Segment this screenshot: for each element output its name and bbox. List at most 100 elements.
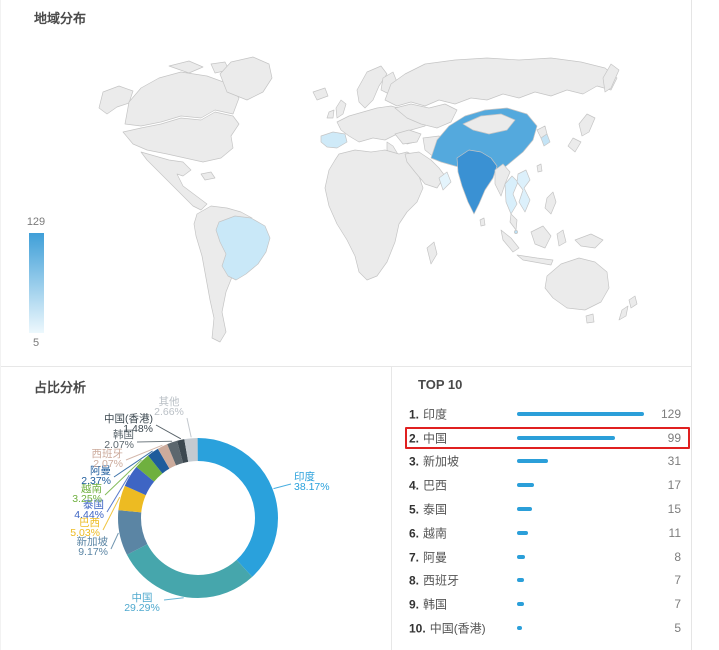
map-region-taiwan[interactable] [536,163,543,173]
top10-row-新加坡[interactable]: 3. 新加坡 31 [391,450,691,474]
map-country-australia[interactable] [544,257,610,311]
top10-row-label: 1. 印度 [409,407,448,422]
map-country-singapore[interactable] [514,230,518,234]
pie-slice-印度[interactable] [118,438,278,598]
map-region-sulawesi[interactable] [556,229,567,247]
map-country-philippines[interactable] [544,191,557,215]
top10-row-巴西[interactable]: 4. 巴西 17 [391,473,691,497]
map-country-mexico[interactable] [140,151,208,211]
legend-gradient-bar [28,233,44,333]
top10-value: 11 [668,525,681,540]
map-country-spain[interactable] [320,131,348,149]
pie-label-line [163,597,184,601]
map-country-south-korea[interactable] [540,133,551,147]
map-country-russia[interactable] [384,57,618,107]
pie-label-泰国: 泰国 4.44% [74,499,104,521]
map-country-canada[interactable] [124,71,240,127]
map-country-japan[interactable] [567,137,582,153]
pie-label-印度: 印度 38.17% [294,471,330,493]
map-region-scandinavia[interactable] [356,65,388,109]
top10-row-label: 2. 中国 [409,431,448,446]
top10-row-中国(香港)[interactable]: 10. 中国(香港) 5 [391,616,691,640]
map-region-sumatra[interactable] [500,229,520,253]
top10-value: 8 [674,549,681,564]
pie-label-中国: 中国 29.29% [124,592,160,614]
map-country-turkey[interactable] [394,129,422,145]
top10-row-label: 5. 泰国 [409,502,448,517]
pie-slice-新加坡[interactable] [118,438,278,598]
top10-row-韩国[interactable]: 9. 韩国 7 [391,592,691,616]
legend-min-value: 5 [32,337,40,349]
top10-value: 15 [667,502,681,517]
map-country-sri-lanka[interactable] [479,217,486,227]
top10-row-阿曼[interactable]: 7. 阿曼 8 [391,545,691,569]
top10-bar [517,411,644,416]
top10-bar [517,459,548,464]
top10-bar [517,435,615,440]
dashboard-card: 地域分布 [0,0,692,650]
map-country-brazil[interactable] [215,215,271,281]
top10-bar [517,626,522,631]
top10-row-label: 8. 西班牙 [409,573,460,588]
map-country-thailand[interactable] [504,175,519,215]
map-country-usa[interactable] [122,111,240,163]
map-country-new-zealand[interactable] [618,305,629,321]
map-country-greenland[interactable] [219,56,273,101]
map-country-uk[interactable] [335,99,347,119]
top10-value: 5 [674,621,681,636]
top10-row-印度[interactable]: 1. 印度 129 [391,402,691,426]
map-region-kamchatka[interactable] [602,63,620,93]
top10-row-西班牙[interactable]: 8. 西班牙 7 [391,569,691,593]
top10-bar [517,530,528,535]
top10-row-label: 10. 中国(香港) [409,621,486,636]
top10-value: 7 [674,573,681,588]
top10-row-中国[interactable]: 2. 中国 99 [391,426,691,450]
top10-bar [517,483,534,488]
map-country-oman[interactable] [438,171,452,191]
horizontal-divider [1,366,691,367]
top10-bar [517,507,532,512]
top10-bar [517,578,524,583]
pie-section: 占比分析 印度 38.17% 中国 29.29% 新加坡 9.17% 巴西 5.03% 泰国 4.… [1,366,391,650]
map-region-central-asia[interactable] [394,103,458,129]
map-region-borneo[interactable] [530,225,552,249]
map-arctic-island[interactable] [168,60,204,74]
map-country-new-zealand[interactable] [628,295,638,309]
pie-label-line [186,417,192,438]
map-region-tasmania[interactable] [585,313,595,324]
top10-value: 99 [667,430,681,445]
pie-label-越南: 越南 3.25% [72,483,102,505]
map-country-cuba[interactable] [200,171,216,181]
map-country-madagascar[interactable] [426,241,438,265]
map-region-africa[interactable] [324,149,426,281]
pie-label-line [104,459,142,496]
top10-row-越南[interactable]: 6. 越南 11 [391,521,691,545]
map-country-alaska[interactable] [98,85,134,115]
pie-label-新加坡: 新加坡 9.17% [76,536,109,558]
map-region-new-guinea[interactable] [574,233,604,249]
map-region-south-america[interactable] [193,205,253,343]
pie-label-其他: 其他 2.66% [154,396,184,418]
map-country-japan[interactable] [578,113,596,137]
world-map [98,56,638,343]
vertical-divider [391,367,392,650]
map-country-ireland[interactable] [326,109,335,119]
pie-slice-中国[interactable] [118,438,278,598]
top10-value: 17 [667,478,681,493]
map-region-malay-peninsula[interactable] [509,213,518,231]
pie-label-line [136,440,173,443]
legend-max-value: 129 [26,216,46,228]
map-country-vietnam[interactable] [516,169,531,213]
top10-row-label: 3. 新加坡 [409,454,460,469]
map-region-java[interactable] [516,254,554,266]
pie-label-line [102,496,121,531]
pie-label-韩国: 韩国 2.07% [104,429,134,451]
map-country-mongolia[interactable] [462,113,516,135]
pie-label-巴西: 巴西 5.03% [70,517,100,539]
map-country-iceland[interactable] [312,87,329,101]
map-country-india[interactable] [456,149,498,215]
top10-row-泰国[interactable]: 5. 泰国 15 [391,497,691,521]
donut-chart [102,417,292,601]
top10-row-label: 7. 阿曼 [409,550,448,565]
top10-bar [517,602,524,607]
